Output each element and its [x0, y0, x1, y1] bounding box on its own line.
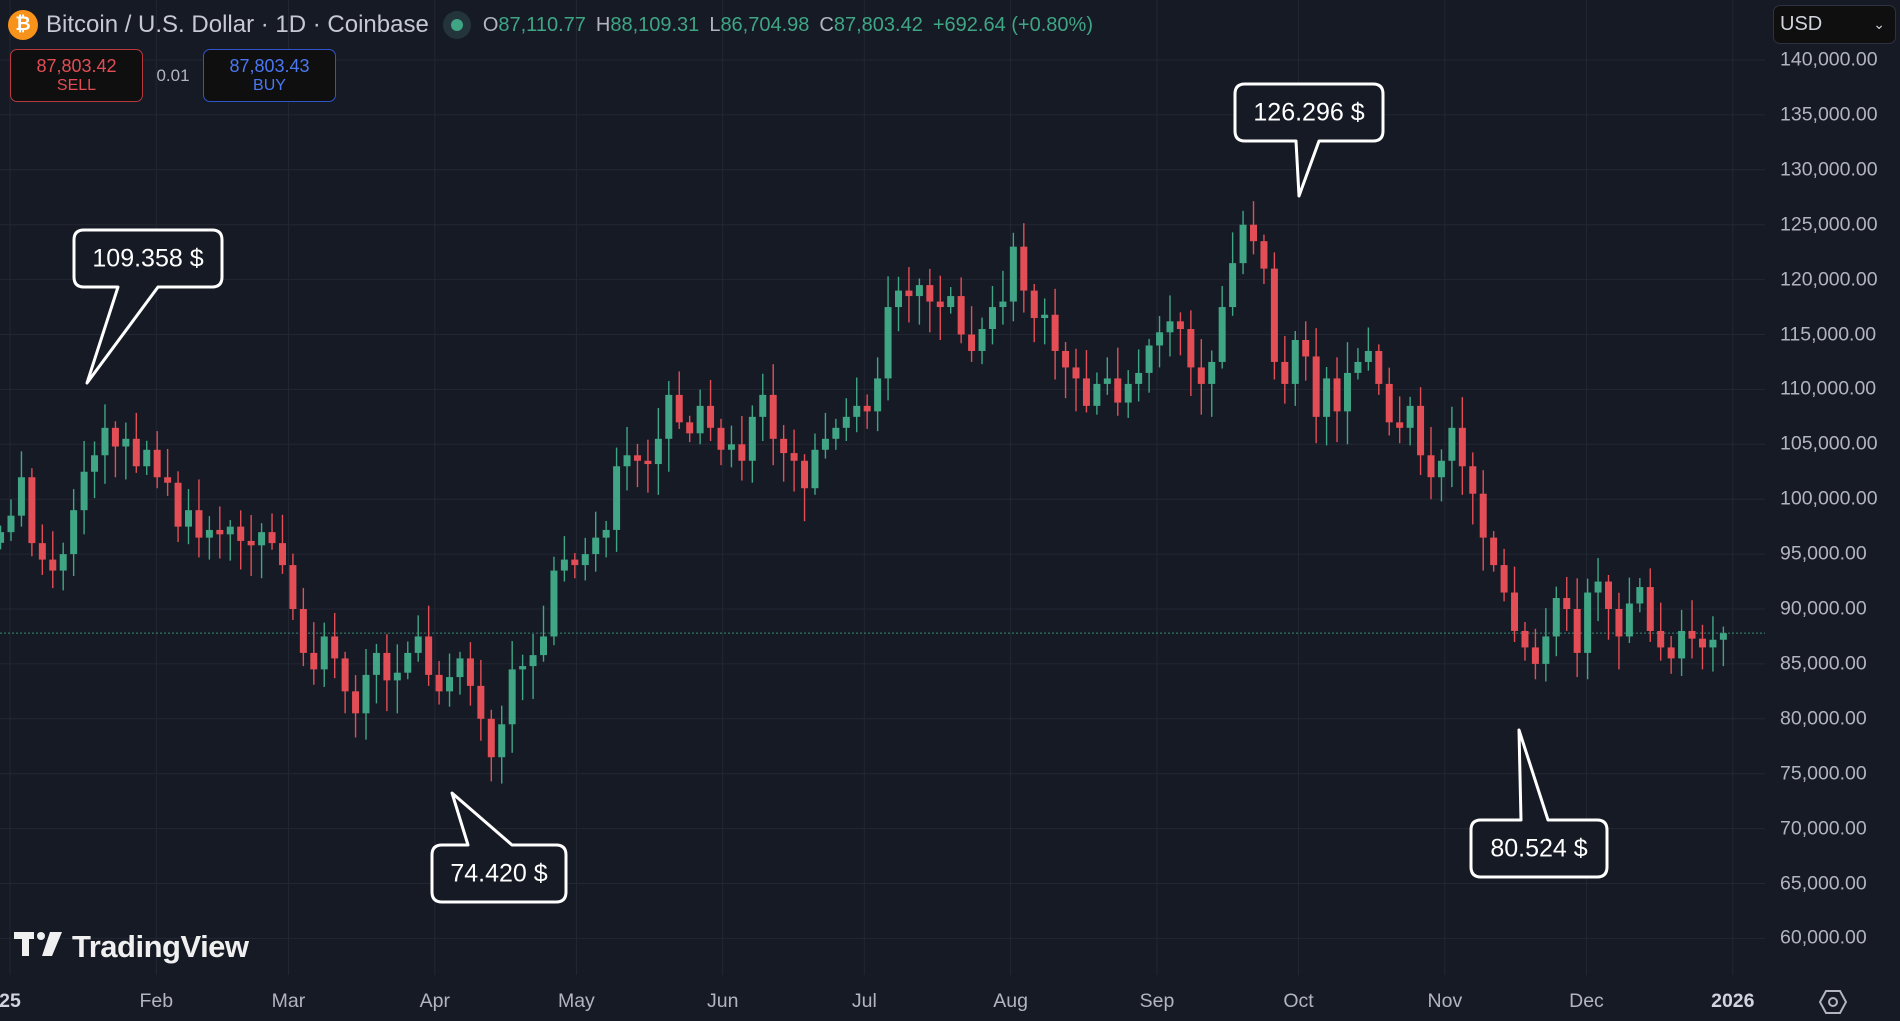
- chart-settings-icon[interactable]: [1818, 989, 1848, 1015]
- callouts: [72, 82, 1609, 904]
- close-label: C: [819, 13, 834, 36]
- time-tick-label: Sep: [1139, 990, 1175, 1012]
- callout-label: 109.358 $: [92, 244, 204, 272]
- callout-label: 80.524 $: [1490, 834, 1588, 862]
- low-label: L: [709, 13, 721, 36]
- price-tick-label: 115,000.00: [1780, 323, 1877, 345]
- price-tick-label: 70,000.00: [1780, 817, 1867, 840]
- chevron-down-icon: ⌄: [1873, 16, 1885, 32]
- time-tick-label: Apr: [419, 990, 450, 1012]
- buy-button[interactable]: 87,803.43 BUY: [203, 49, 336, 102]
- tradingview-logo[interactable]: TradingView: [14, 928, 249, 966]
- candles: [0, 201, 1727, 784]
- symbol-legend: ₿ Bitcoin / U.S. Dollar · 1D · Coinbase …: [8, 8, 1093, 42]
- trade-panel: 87,803.42 SELL 0.01 87,803.43 BUY: [10, 49, 336, 102]
- change-value: +692.64 (+0.80%): [932, 13, 1093, 36]
- price-tick-label: 100,000.00: [1780, 487, 1878, 510]
- price-tick-label: 135,000.00: [1780, 103, 1878, 126]
- price-tick-label: 140,000.00: [1780, 48, 1878, 71]
- price-tick-label: 120,000.00: [1780, 268, 1878, 291]
- time-tick-label: Dec: [1569, 990, 1604, 1012]
- buy-price: 87,803.43: [229, 55, 310, 76]
- time-tick-label: May: [557, 990, 595, 1012]
- price-tick-label: 75,000.00: [1780, 762, 1867, 785]
- sell-price: 87,803.42: [36, 55, 117, 76]
- high-value: 88,109.31: [610, 13, 700, 36]
- time-tick-label: Jun: [706, 990, 739, 1012]
- symbol-title[interactable]: Bitcoin / U.S. Dollar · 1D · Coinbase: [46, 11, 429, 38]
- bitcoin-icon: ₿: [8, 10, 38, 40]
- buy-label: BUY: [253, 76, 286, 94]
- callout-bubble: [430, 791, 568, 904]
- time-tick-label: Mar: [271, 990, 306, 1012]
- time-tick-label: Aug: [993, 990, 1028, 1012]
- low-value: 86,704.98: [720, 13, 810, 36]
- time-tick-label: 25: [0, 990, 21, 1012]
- spread-value: 0.01: [156, 65, 190, 85]
- open-label: O: [482, 13, 499, 36]
- currency-value: USD: [1780, 13, 1823, 35]
- price-tick-label: 80,000.00: [1780, 707, 1867, 730]
- tradingview-wordmark: TradingView: [72, 929, 249, 964]
- price-tick-label: 105,000.00: [1780, 432, 1878, 455]
- price-tick-label: 60,000.00: [1780, 926, 1867, 949]
- time-tick-label: Jul: [851, 990, 877, 1012]
- sell-button[interactable]: 87,803.42 SELL: [10, 49, 143, 102]
- price-tick-label: 85,000.00: [1780, 652, 1867, 675]
- market-status-indicator[interactable]: [442, 11, 471, 39]
- tradingview-mark-icon: [14, 928, 66, 966]
- price-tick-label: 110,000.00: [1780, 377, 1877, 400]
- price-tick-label: 95,000.00: [1780, 542, 1867, 565]
- open-value: 87,110.77: [498, 13, 586, 36]
- time-tick-label: Oct: [1283, 990, 1314, 1012]
- price-tick-label: 125,000.00: [1780, 213, 1878, 236]
- price-tick-label: 65,000.00: [1780, 872, 1867, 894]
- callout-label: 74.420 $: [450, 859, 548, 887]
- high-label: H: [595, 13, 611, 36]
- currency-select[interactable]: USD ⌄: [1773, 5, 1896, 44]
- time-tick-label: Nov: [1427, 990, 1463, 1012]
- callout-label: 126.296 $: [1253, 98, 1365, 126]
- callout-bubble: [1233, 82, 1385, 198]
- ohlc-values: O87,110.77 H88,109.31 L86,704.98 C87,803…: [483, 14, 1093, 37]
- sell-label: SELL: [56, 76, 97, 94]
- callout-bubble: [72, 228, 224, 385]
- callout-bubble: [1469, 728, 1609, 879]
- market-open-dot-icon: [450, 19, 463, 31]
- time-tick-label: 2026: [1711, 990, 1755, 1012]
- time-tick-label: Feb: [139, 990, 174, 1012]
- close-value: 87,803.42: [833, 13, 923, 36]
- price-tick-label: 90,000.00: [1780, 597, 1867, 620]
- price-tick-label: 130,000.00: [1780, 158, 1878, 181]
